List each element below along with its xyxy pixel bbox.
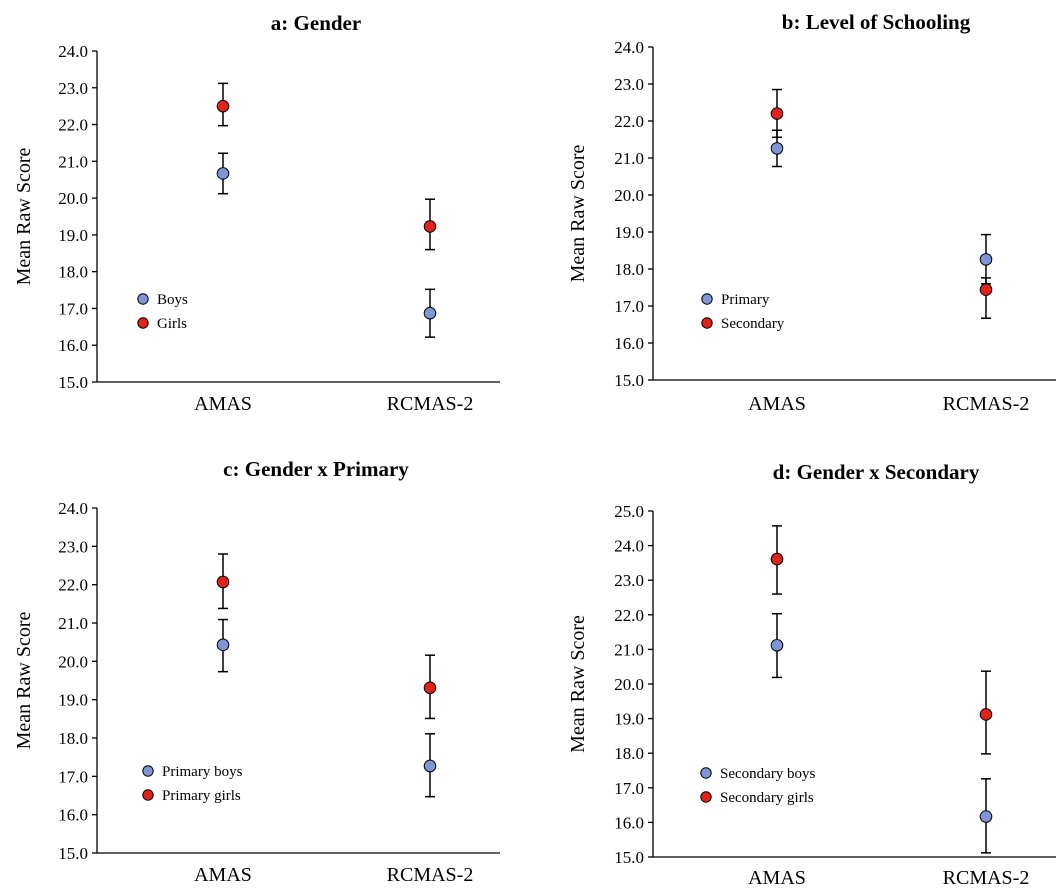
y-tick-label: 20.0 [58,189,88,208]
legend-label: Primary [721,292,770,308]
x-category-label: AMAS [748,393,806,415]
y-tick-label: 18.0 [58,729,88,748]
data-point [216,99,230,113]
y-tick-label: 17.0 [614,297,644,316]
legend-marker [700,791,712,803]
legend-marker [142,765,154,777]
x-category-label: RCMAS-2 [943,393,1030,415]
data-point [979,283,993,297]
panel-b: b: Level of Schooling Mean Raw Score 15.0 1… [567,10,1056,415]
y-tick-label: 15.0 [614,371,644,390]
y-tick-label: 21.0 [58,614,88,633]
y-tick-label: 21.0 [614,149,644,168]
legend-label: Secondary [721,316,785,332]
panel-c: c: Gender x Primary Mean Raw Score 15.0 16.… [13,457,500,886]
y-tick-label: 17.0 [58,767,88,786]
y-tick-label: 23.0 [58,537,88,556]
y-tick-label: 24.0 [58,42,88,61]
legend-label: Secondary boys [720,766,816,782]
data-point [770,638,784,652]
y-axis-label: Mean Raw Score [567,615,589,753]
data-point [979,708,993,721]
panel-title: a: Gender [271,11,361,35]
legend-label: Secondary girls [720,790,814,806]
y-tick-label: 16.0 [614,813,644,832]
y-tick-label: 16.0 [58,806,88,825]
y-tick-label: 23.0 [614,571,644,590]
data-point [770,552,784,566]
y-tick-label: 22.0 [58,576,88,595]
y-tick-label: 18.0 [58,263,88,282]
legend-marker [701,317,713,329]
data-point [216,167,230,180]
y-tick-label: 24.0 [614,38,644,57]
y-tick-label: 22.0 [614,112,644,131]
data-point [770,107,784,120]
panel-d: d: Gender x Secondary Mean Raw Score 15.0 1… [567,460,1056,889]
x-category-label: AMAS [748,867,806,889]
y-tick-label: 19.0 [58,691,88,710]
y-tick-label: 16.0 [58,336,88,355]
y-tick-label: 17.0 [58,299,88,318]
legend-marker [701,293,713,305]
legend-marker [142,789,154,801]
y-tick-label: 22.0 [614,606,644,625]
y-tick-label: 17.0 [614,779,644,798]
panel-title: c: Gender x Primary [223,457,409,481]
y-tick-label: 15.0 [58,373,88,392]
y-tick-label: 19.0 [58,226,88,245]
panel-title: b: Level of Schooling [782,10,971,34]
y-tick-label: 16.0 [614,334,644,353]
panel-title: d: Gender x Secondary [773,460,980,484]
panel-a: a: Gender Mean Raw Score 15.0 16.0 17.0 18.0 1… [13,11,500,415]
x-category-label: AMAS [194,864,252,886]
y-tick-label: 24.0 [614,537,644,556]
data-point [423,306,437,320]
y-tick-label: 22.0 [58,116,88,135]
y-tick-label: 15.0 [58,844,88,863]
y-tick-label: 20.0 [614,675,644,694]
y-tick-label: 20.0 [614,186,644,205]
data-point [423,220,437,233]
y-tick-label: 23.0 [58,79,88,98]
y-tick-label: 20.0 [58,652,88,671]
x-category-label: RCMAS-2 [387,864,474,886]
y-tick-label: 18.0 [614,260,644,279]
y-axis-label: Mean Raw Score [13,612,35,750]
y-tick-label: 19.0 [614,710,644,729]
data-point [979,810,993,823]
x-category-label: RCMAS-2 [387,393,474,415]
y-tick-label: 21.0 [614,640,644,659]
y-tick-label: 23.0 [614,75,644,94]
data-point [423,681,437,695]
legend-label: Girls [157,316,187,332]
y-tick-label: 25.0 [614,502,644,521]
data-point [216,638,230,652]
legend-marker [137,317,149,329]
legend-label: Boys [157,292,188,308]
y-tick-label: 15.0 [614,848,644,867]
y-axis-label: Mean Raw Score [13,148,35,286]
y-tick-label: 21.0 [58,152,88,171]
y-axis-label: Mean Raw Score [567,145,589,283]
data-point [979,253,993,266]
data-point [423,759,437,773]
legend-marker [700,767,712,779]
y-tick-label: 24.0 [58,499,88,518]
data-point [216,575,230,589]
legend-label: Primary girls [162,788,241,804]
x-category-label: AMAS [194,393,252,415]
legend-label: Primary boys [162,764,243,780]
legend-marker [137,293,149,305]
y-tick-label: 19.0 [614,223,644,242]
x-category-label: RCMAS-2 [943,867,1030,889]
data-point [770,142,784,155]
y-tick-label: 18.0 [614,744,644,763]
